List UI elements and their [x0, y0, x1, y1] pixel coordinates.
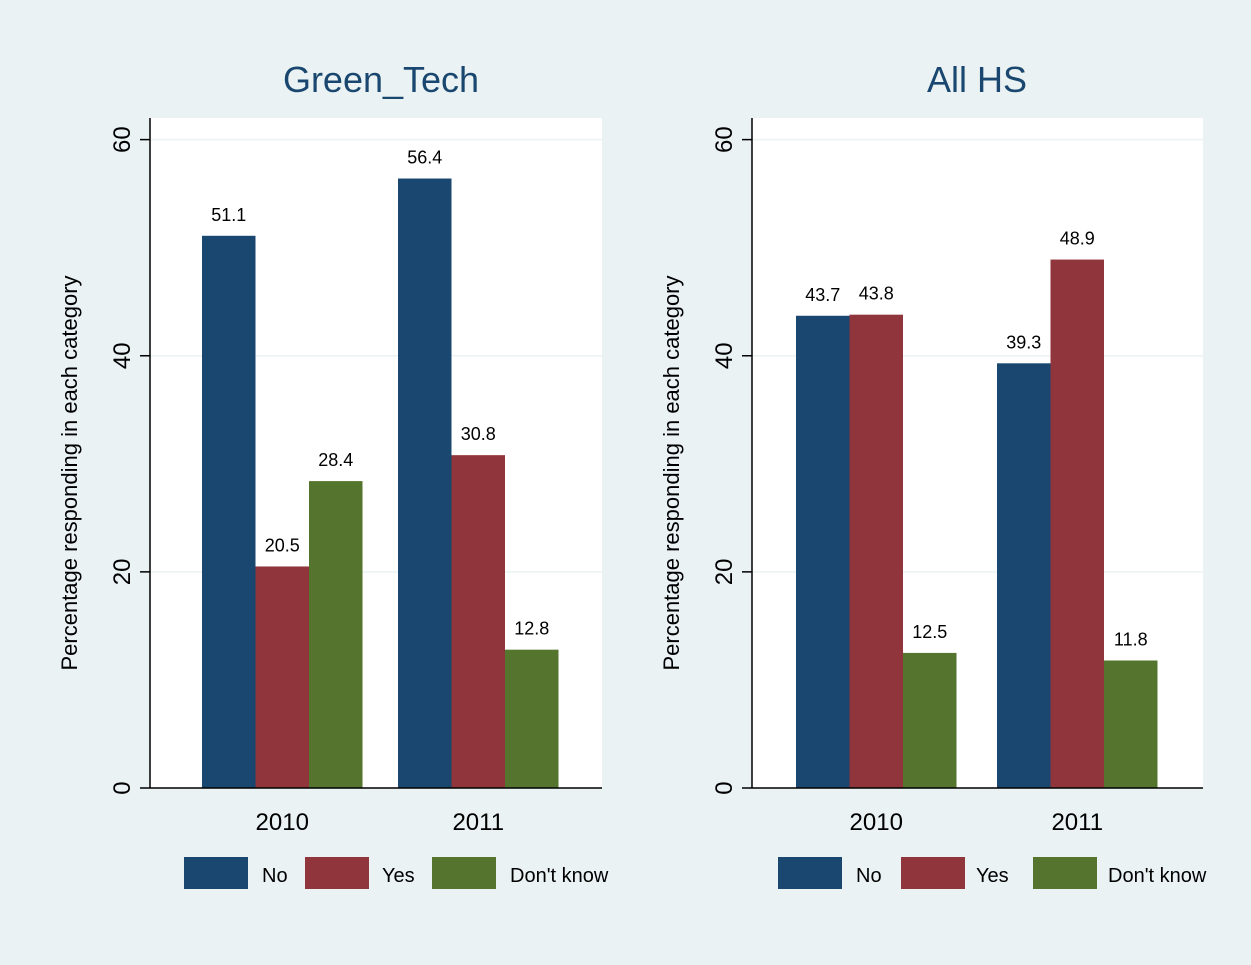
all-hs-bar [997, 363, 1051, 788]
green-tech-legend-label: No [262, 865, 288, 887]
green-tech-legend-swatch [184, 857, 248, 889]
all-hs-legend-swatch [901, 857, 965, 889]
green-tech-data-label: 20.5 [265, 535, 300, 555]
all-hs-y-tick-label: 0 [711, 781, 738, 794]
all-hs-data-label: 11.8 [1114, 629, 1148, 649]
green-tech-legend-label: Yes [382, 865, 415, 887]
green-tech-data-label: 12.8 [514, 619, 549, 639]
green-tech-bar [505, 649, 559, 788]
green-tech-data-label: 28.4 [318, 450, 353, 470]
green-tech-x-tick-label: 2011 [452, 809, 504, 836]
all-hs-data-label: 39.3 [1006, 332, 1041, 352]
green-tech-bar [255, 566, 309, 788]
green-tech-legend-swatch [305, 857, 369, 889]
all-hs-bar [903, 652, 957, 788]
all-hs-bar [796, 315, 850, 788]
all-hs-y-tick-label: 40 [711, 342, 738, 369]
green-tech-y-tick-label: 20 [109, 559, 136, 586]
green-tech-data-label: 56.4 [407, 148, 442, 168]
all-hs-x-tick-label: 2010 [850, 809, 903, 836]
green-tech-legend-swatch [432, 857, 496, 889]
all-hs-legend-label: No [856, 865, 882, 887]
all-hs-bar [849, 314, 903, 788]
green-tech-data-label: 30.8 [461, 424, 496, 444]
green-tech-bar [451, 455, 505, 788]
all-hs-legend-swatch [1033, 857, 1097, 889]
all-hs-x-tick-label: 2011 [1051, 809, 1103, 836]
all-hs-bar [1050, 259, 1104, 788]
all-hs-y-axis-label: Percentage responding in each category [659, 275, 684, 670]
green-tech-y-tick-label: 0 [109, 781, 136, 794]
all-hs-y-tick-label: 20 [711, 559, 738, 586]
all-hs-panel: 43.7 43.8 12.5 2010 39.3 48.9 11.8 2011 0 20 40 60 A… [643, 59, 1209, 889]
green-tech-x-tick-label: 2010 [256, 809, 309, 836]
all-hs-title: All HS [927, 59, 1027, 100]
all-hs-y-tick-label: 60 [711, 126, 738, 153]
all-hs-data-label: 12.5 [912, 622, 947, 642]
green-tech-y-axis-label: Percentage responding in each category [57, 275, 82, 670]
all-hs-legend-label: Yes [976, 865, 1009, 887]
green-tech-panel: 51.1 20.5 28.4 2010 56.4 30.8 12.8 2011 0 20 40 60 G… [43, 59, 609, 889]
all-hs-data-label: 48.9 [1060, 229, 1095, 249]
all-hs-bar [1104, 660, 1158, 788]
green-tech-bar [309, 481, 363, 788]
green-tech-title: Green_Tech [283, 59, 479, 100]
green-tech-y-tick-label: 40 [109, 342, 136, 369]
green-tech-bar [202, 235, 256, 788]
green-tech-legend-label: Don't know [510, 865, 609, 887]
all-hs-legend: No Yes Don't know [778, 857, 1207, 889]
all-hs-data-label: 43.8 [859, 284, 894, 304]
all-hs-legend-swatch [778, 857, 842, 889]
green-tech-data-label: 51.1 [211, 205, 246, 225]
green-tech-legend: No Yes Don't know [184, 857, 609, 889]
all-hs-data-label: 43.7 [805, 285, 840, 305]
green-tech-bar [398, 178, 452, 789]
all-hs-legend-label: Don't know [1108, 865, 1207, 887]
green-tech-y-tick-label: 60 [109, 126, 136, 153]
